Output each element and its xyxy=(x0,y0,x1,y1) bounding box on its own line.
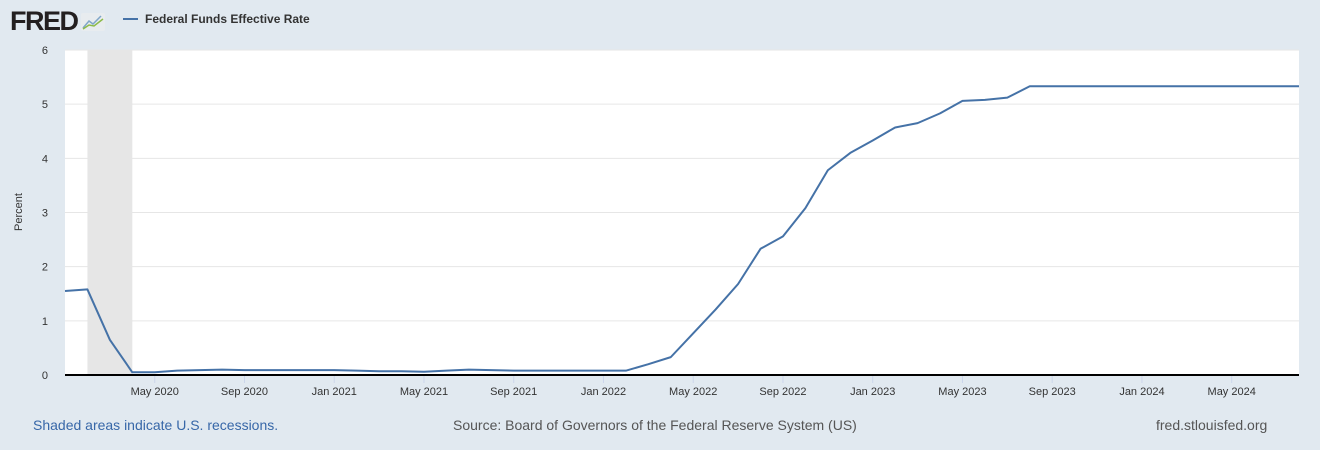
site-url[interactable]: fred.stlouisfed.org xyxy=(1156,417,1268,433)
x-tick-label: May 2022 xyxy=(669,386,717,398)
fred-chart-logo-icon xyxy=(80,12,105,31)
y-axis-label: Percent xyxy=(13,193,25,231)
legend-label: Federal Funds Effective Rate xyxy=(145,12,310,26)
x-tick-label: Sep 2022 xyxy=(759,386,806,398)
fred-logo[interactable]: FRED xyxy=(10,6,105,37)
x-tick-label: Sep 2020 xyxy=(221,386,268,398)
source-text: Source: Board of Governors of the Federa… xyxy=(453,417,857,433)
y-tick-label: 5 xyxy=(42,99,48,111)
legend-swatch xyxy=(123,18,138,20)
x-tick-label: May 2024 xyxy=(1208,386,1256,398)
legend: Federal Funds Effective Rate xyxy=(123,12,310,26)
series-line xyxy=(64,85,1299,374)
y-tick-label: 4 xyxy=(42,153,48,165)
y-tick-label: 3 xyxy=(42,208,48,220)
y-tick-label: 1 xyxy=(42,316,48,328)
line-chart: 0 1 2 3 4 5 6 May 2020 Sep 2020 Jan 2021 May 2021 S… xyxy=(13,45,1299,398)
recession-note-link[interactable]: Shaded areas indicate U.S. recessions. xyxy=(33,417,279,433)
x-tick-label: May 2021 xyxy=(400,386,448,398)
fred-logo-text: FRED xyxy=(10,6,79,36)
x-tick-label: Jan 2022 xyxy=(581,386,626,398)
x-tick-label: May 2020 xyxy=(131,386,179,398)
x-tick-label: Sep 2023 xyxy=(1029,386,1076,398)
x-tick-label: Sep 2021 xyxy=(490,386,537,398)
x-tick-label: Jan 2023 xyxy=(850,386,895,398)
y-tick-label: 6 xyxy=(42,45,48,57)
y-tick-label: 2 xyxy=(42,262,48,274)
x-tick-label: Jan 2024 xyxy=(1119,386,1164,398)
y-tick-label: 0 xyxy=(42,370,48,382)
x-tick-label: May 2023 xyxy=(938,386,986,398)
x-tick-label: Jan 2021 xyxy=(312,386,357,398)
